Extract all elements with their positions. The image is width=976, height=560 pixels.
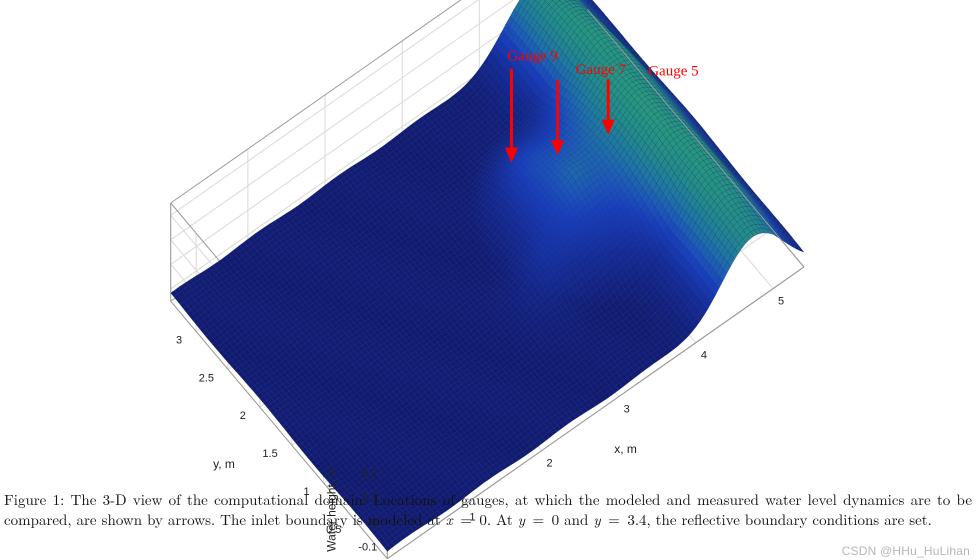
figure-caption: Figure 1: The 3-D view of the computatio… bbox=[4, 490, 972, 531]
eq1-lhs: x bbox=[446, 509, 453, 530]
eq3-rhs: 3.4 bbox=[627, 509, 646, 530]
plot-svg: -0.100.10.200.511.522.53012345Water heig… bbox=[110, 25, 880, 445]
gauge-label: Gauge 7 bbox=[576, 62, 627, 78]
gauge-label: Gauge 9 bbox=[507, 49, 557, 65]
plot-3d-area: -0.100.10.200.511.522.53012345Water heig… bbox=[110, 25, 880, 445]
caption-prefix: Figure 1: bbox=[4, 489, 71, 510]
caption-tail: , the reflective boundary conditions are… bbox=[647, 509, 932, 530]
eq2-lhs: y bbox=[518, 509, 525, 530]
watermark-text: CSDN @HHu_HuLihan bbox=[842, 544, 970, 558]
eq3-lhs: y bbox=[593, 509, 600, 530]
eq1-rhs: 0 bbox=[479, 509, 487, 530]
caption-mid: . At bbox=[487, 509, 518, 530]
caption-and: and bbox=[559, 509, 593, 530]
page-root: -0.100.10.200.511.522.53012345Water heig… bbox=[0, 0, 976, 560]
gauge-label: Gauge 5 bbox=[648, 63, 698, 79]
